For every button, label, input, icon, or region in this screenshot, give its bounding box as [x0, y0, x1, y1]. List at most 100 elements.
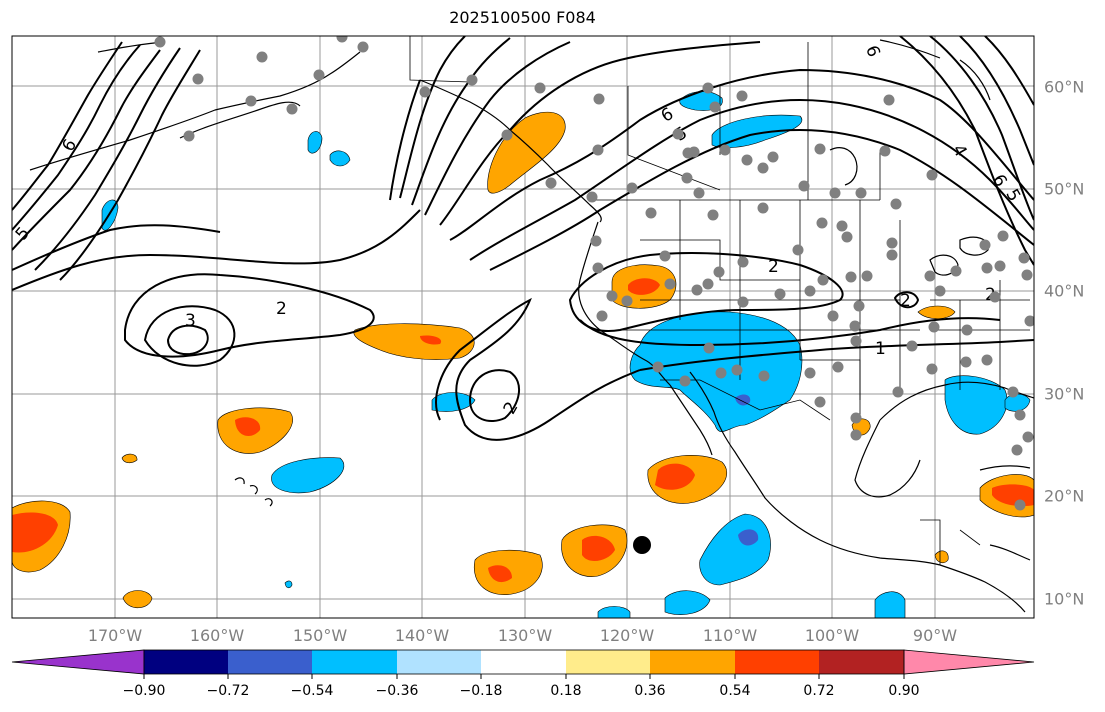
- station-marker: [1024, 315, 1034, 327]
- station-marker: [501, 129, 513, 141]
- station-marker: [926, 169, 938, 181]
- station-marker: [892, 386, 904, 398]
- station-marker: [596, 310, 608, 322]
- contour-low-pacific: [449, 68, 1034, 241]
- station-marker: [545, 177, 557, 189]
- station-marker: [950, 265, 962, 277]
- contour-label-group: 2 3 2 2 2 1 2 6 5 5 6 6 5 4 6: [12, 43, 1024, 418]
- negative-anomaly-gulf: [944, 375, 1008, 435]
- station-marker: [883, 94, 895, 106]
- colorbar-tick-label: −0.72: [206, 683, 250, 699]
- contour-label-4-ne: 4: [948, 141, 971, 160]
- station-marker: [841, 231, 853, 243]
- colorbar-tick-label: −0.90: [122, 683, 166, 699]
- contour-label-6-nw: 6: [861, 43, 883, 60]
- lon-label-170w: 170°W: [87, 626, 143, 645]
- station-marker: [757, 162, 769, 174]
- station-marker: [672, 128, 684, 140]
- colorbar-tick-label: −0.18: [459, 683, 503, 699]
- station-marker: [664, 278, 676, 290]
- station-marker: [861, 270, 873, 282]
- station-marker: [757, 202, 769, 214]
- lon-label-110w: 110°W: [702, 626, 758, 645]
- station-marker: [681, 172, 693, 184]
- coastlines: [29, 39, 1034, 613]
- station-marker: [715, 367, 727, 379]
- station-marker: [621, 295, 633, 307]
- shaded-anomalies: [12, 91, 1034, 618]
- station-marker: [850, 335, 862, 347]
- station-marker: [767, 151, 779, 163]
- colorbar-tick-label: 0.36: [634, 683, 666, 699]
- station-marker: [1022, 431, 1034, 443]
- contour-label-1: 1: [875, 339, 886, 359]
- station-marker: [719, 144, 731, 156]
- station-marker: [707, 209, 719, 221]
- station-marker: [192, 73, 204, 85]
- station-marker: [737, 256, 749, 268]
- positive-anomaly-alaska: [487, 111, 566, 194]
- station-marker: [961, 324, 973, 336]
- station-marker: [829, 187, 841, 199]
- station-marker: [245, 95, 257, 107]
- map-frame: [11, 35, 1035, 619]
- station-marker: [997, 230, 1009, 242]
- station-marker: [534, 82, 546, 94]
- colorbar-tick-label: −0.36: [375, 683, 419, 699]
- lat-label-20n: 20°N: [1044, 486, 1085, 506]
- contour-label-2-lakes: 2: [900, 291, 911, 311]
- station-marker: [626, 182, 638, 194]
- station-marker: [845, 271, 857, 283]
- station-marker: [183, 130, 195, 142]
- station-marker: [419, 86, 431, 98]
- lon-label-130w: 130°W: [497, 626, 553, 645]
- station-marker: [679, 375, 691, 387]
- station-marker: [645, 207, 657, 219]
- station-marker: [1021, 269, 1033, 281]
- station-marker: [814, 396, 826, 408]
- station-marker: [592, 144, 604, 156]
- lon-label-100w: 100°W: [804, 626, 860, 645]
- station-marker: [850, 429, 862, 441]
- station-marker: [256, 51, 268, 63]
- station-marker: [906, 340, 918, 352]
- contour-label-6-ak: 6: [658, 104, 677, 127]
- station-marker: [774, 288, 786, 300]
- map-title: 2025100500 F084: [449, 8, 596, 27]
- station-marker: [659, 250, 671, 262]
- station-marker: [736, 90, 748, 102]
- station-marker: [928, 321, 940, 333]
- lon-label-120w: 120°W: [599, 626, 655, 645]
- station-markers: [154, 36, 1034, 511]
- station-marker: [804, 285, 816, 297]
- station-marker: [855, 187, 867, 199]
- station-marker: [849, 320, 861, 332]
- station-marker: [652, 361, 664, 373]
- station-marker: [713, 266, 725, 278]
- lat-label-30n: 30°N: [1044, 384, 1085, 404]
- station-marker: [702, 278, 714, 290]
- station-marker: [836, 220, 848, 232]
- station-marker: [466, 74, 478, 86]
- station-marker: [960, 356, 972, 368]
- contour-label-2-sw: 2: [500, 398, 523, 417]
- station-marker: [1014, 499, 1026, 511]
- station-marker: [1011, 444, 1023, 456]
- contour-label-3: 3: [185, 311, 196, 331]
- station-marker: [586, 191, 598, 203]
- station-marker: [879, 145, 891, 157]
- station-marker: [741, 154, 753, 166]
- station-marker: [989, 291, 1001, 303]
- colorbar-extend-low: [11, 649, 145, 675]
- station-marker: [606, 290, 618, 302]
- colorbar-tick-label: 0.72: [803, 683, 835, 699]
- station-marker: [804, 367, 816, 379]
- height-contours: [12, 36, 1034, 441]
- positive-anomaly-central-pacific: [353, 323, 475, 360]
- colorbar-tick-label: −0.54: [290, 683, 334, 699]
- lon-label-160w: 160°W: [189, 626, 245, 645]
- negative-anomaly-hawaii: [271, 457, 345, 494]
- station-marker: [702, 82, 714, 94]
- station-marker: [758, 370, 770, 382]
